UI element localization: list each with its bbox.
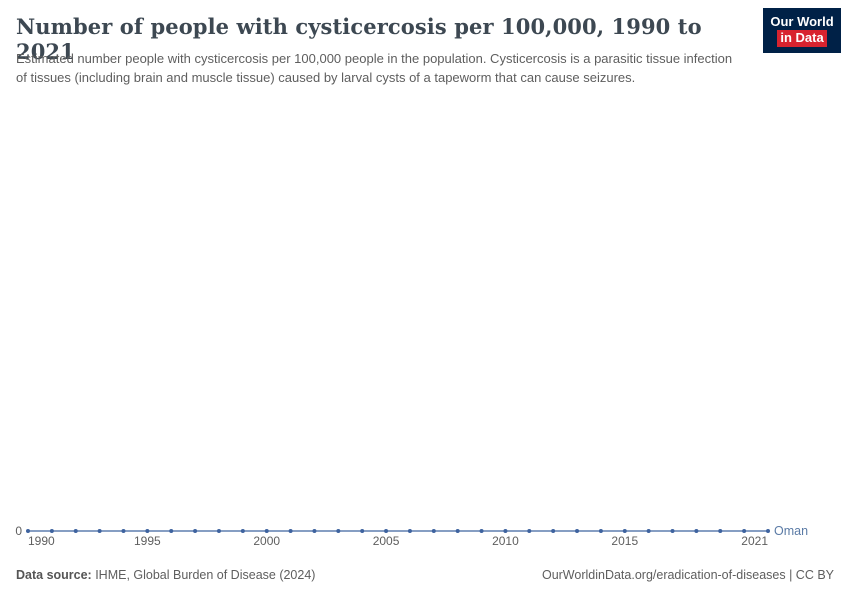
owid-logo-text-bottom: in Data: [777, 30, 827, 48]
data-point[interactable]: [336, 529, 341, 533]
data-point[interactable]: [455, 529, 460, 533]
data-point[interactable]: [169, 529, 174, 533]
data-point[interactable]: [575, 529, 580, 533]
data-point[interactable]: [145, 529, 150, 533]
data-point[interactable]: [73, 529, 78, 533]
data-point[interactable]: [694, 529, 699, 533]
data-point[interactable]: [622, 529, 627, 533]
x-axis-tick-label: 2021: [741, 534, 768, 548]
data-source-label: Data source:: [16, 568, 92, 582]
owid-logo[interactable]: Our World in Data: [763, 8, 841, 53]
attribution-link[interactable]: OurWorldinData.org/eradication-of-diseas…: [541, 568, 834, 582]
data-point[interactable]: [718, 529, 723, 533]
data-point[interactable]: [264, 529, 269, 533]
chart-footer: Data source: IHME, Global Burden of Dise…: [0, 568, 850, 592]
data-point[interactable]: [216, 529, 221, 533]
data-point[interactable]: [479, 529, 484, 533]
x-axis-tick-label: 2005: [373, 534, 400, 548]
x-axis-tick-label: 1995: [134, 534, 161, 548]
data-point[interactable]: [407, 529, 412, 533]
y-axis-tick-label: 0: [15, 524, 22, 538]
data-point[interactable]: [49, 529, 54, 533]
data-source-value: IHME, Global Burden of Disease (2024): [91, 568, 316, 582]
data-point[interactable]: [527, 529, 532, 533]
x-axis-tick-label: 1990: [28, 534, 55, 548]
data-point[interactable]: [598, 529, 603, 533]
data-point[interactable]: [766, 529, 770, 533]
data-point[interactable]: [742, 529, 747, 533]
data-point[interactable]: [646, 529, 651, 533]
data-point[interactable]: [670, 529, 675, 533]
data-point[interactable]: [503, 529, 508, 533]
data-point[interactable]: [551, 529, 556, 533]
x-axis-tick-label: 2010: [492, 534, 519, 548]
data-point[interactable]: [360, 529, 365, 533]
data-point[interactable]: [97, 529, 102, 533]
data-source: Data source: IHME, Global Burden of Dise…: [16, 568, 315, 582]
chart-title: Number of people with cysticercosis per …: [16, 14, 702, 64]
data-point[interactable]: [288, 529, 293, 533]
data-point[interactable]: [384, 529, 389, 533]
x-axis-tick-label: 2000: [253, 534, 280, 548]
data-point[interactable]: [121, 529, 126, 533]
data-point[interactable]: [26, 529, 30, 533]
data-point[interactable]: [312, 529, 317, 533]
line-chart: 0 1990 1995 2000 2005 2010 2015 2021 Oman: [15, 524, 808, 548]
data-point[interactable]: [240, 529, 245, 533]
owid-logo-text-top: Our World: [770, 13, 834, 29]
x-axis-tick-label: 2015: [611, 534, 638, 548]
entity-label[interactable]: Oman: [774, 524, 808, 538]
chart-subtitle: Estimated number people with cysticercos…: [16, 51, 733, 85]
data-point[interactable]: [193, 529, 198, 533]
data-point[interactable]: [431, 529, 436, 533]
